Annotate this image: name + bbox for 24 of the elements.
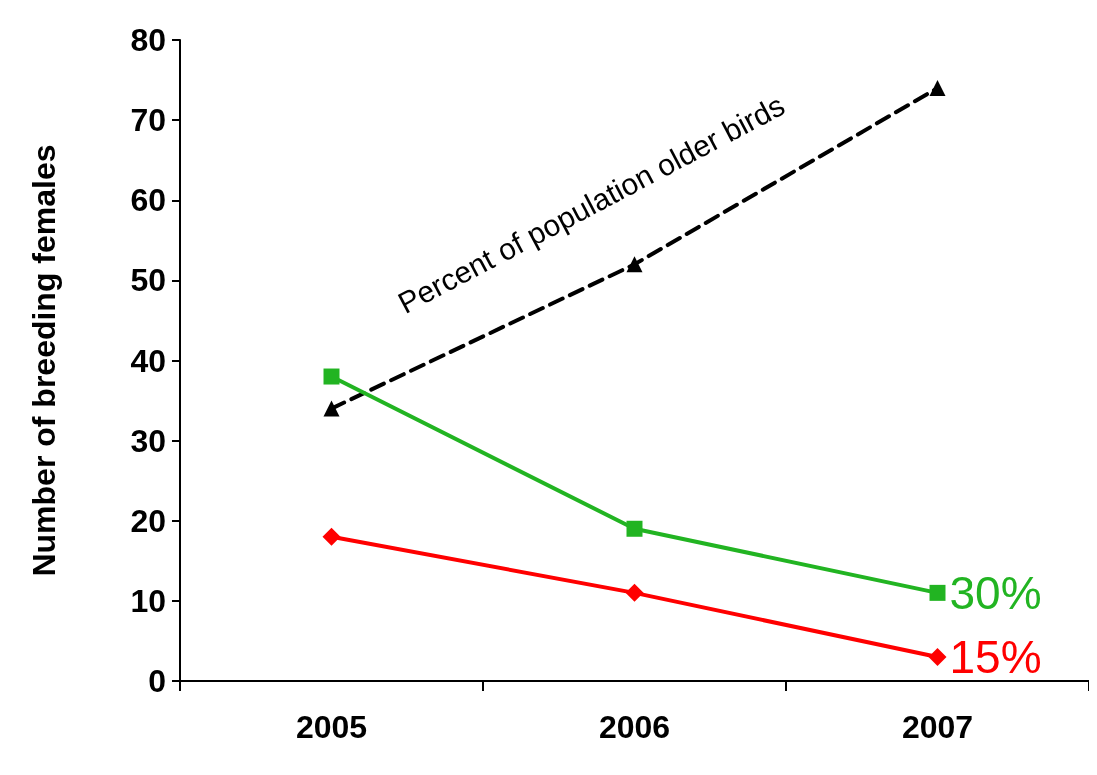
y-tick-label: 80 [130, 22, 166, 58]
y-tick-label: 70 [130, 102, 166, 139]
x-tick-label: 2007 [901, 709, 974, 745]
series-label: 15% [949, 630, 1042, 683]
y-tick-label: 0 [148, 663, 166, 699]
x-tick-label: 2006 [598, 709, 671, 745]
y-tick-label: 20 [130, 502, 166, 539]
y-tick-label: 30 [130, 422, 166, 459]
y-tick-label: 50 [130, 262, 166, 299]
series-label: 30% [949, 566, 1042, 619]
y-axis-title: Number of breeding females [26, 144, 62, 577]
point [322, 527, 341, 546]
point [625, 583, 644, 602]
point [929, 80, 946, 97]
point [626, 256, 643, 273]
point [626, 520, 643, 537]
y-tick-label: 60 [130, 182, 166, 219]
x-tick-label: 2005 [295, 709, 368, 745]
point [929, 584, 946, 601]
y-tick-label: 40 [130, 342, 166, 379]
y-tick-label: 10 [130, 582, 166, 619]
point [928, 647, 947, 666]
point [323, 368, 340, 385]
point [323, 400, 340, 417]
